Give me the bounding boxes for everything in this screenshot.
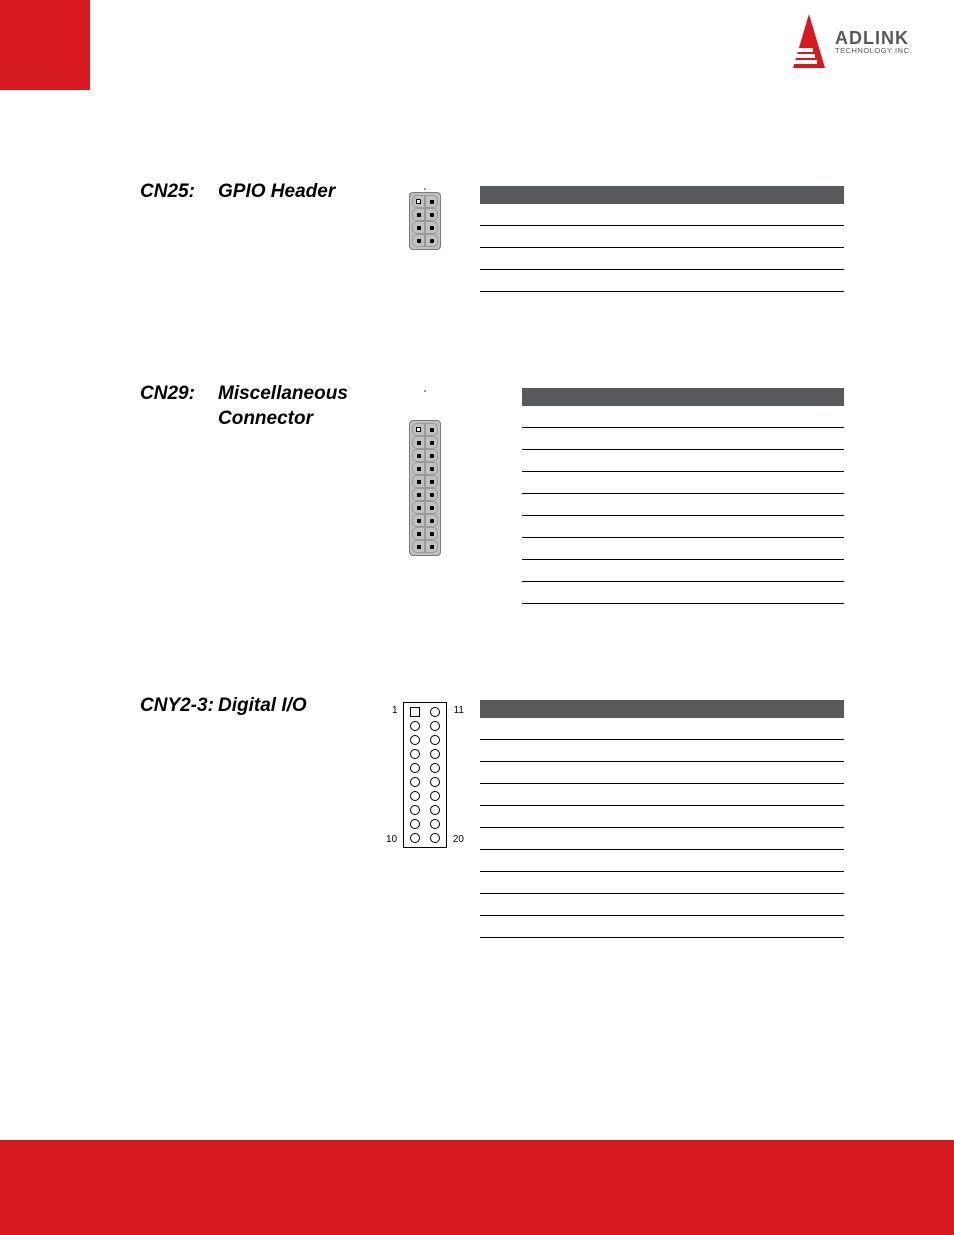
footer-accent: [0, 1140, 954, 1235]
table-row: [522, 560, 844, 582]
pin-label-11: 11: [454, 705, 464, 716]
pin-label-20: 20: [453, 834, 464, 845]
section-name: GPIO Header: [218, 180, 335, 292]
section-label: CN29: Miscellaneous Connector: [140, 382, 370, 604]
table-row: [480, 784, 844, 806]
table-row: [522, 450, 844, 472]
table-header: [522, 388, 844, 406]
table-row: [480, 894, 844, 916]
section-table: [480, 694, 844, 938]
brand-logo: ADLINK TECHNOLOGY INC.: [789, 12, 929, 72]
table-row: [480, 248, 844, 270]
table-row: [522, 428, 844, 450]
table-row: [480, 270, 844, 292]
table-row: [480, 740, 844, 762]
section-cny2-3: CNY2-3: Digital I/O 1 10 11: [140, 694, 844, 938]
brand-subtitle: TECHNOLOGY INC.: [835, 47, 912, 55]
section-tag: CNY2-3:: [140, 694, 218, 938]
page-content: CN25: GPIO Header CN29:: [140, 180, 844, 938]
table-row: [522, 538, 844, 560]
section-tag: CN25:: [140, 180, 218, 292]
section-table: [480, 180, 844, 292]
section-label: CN25: GPIO Header: [140, 180, 370, 292]
table-row: [522, 494, 844, 516]
section-cn25: CN25: GPIO Header: [140, 180, 844, 292]
pin-label-1: 1: [392, 705, 398, 716]
table-row: [522, 516, 844, 538]
table-row: [480, 226, 844, 248]
section-diagram: [370, 180, 480, 292]
pin-header-diagram: [409, 420, 441, 556]
dip-diagram: 1 10 11 20: [403, 702, 447, 848]
logo-mark-icon: [789, 12, 829, 72]
brand-name: ADLINK: [835, 29, 912, 47]
table-row: [522, 472, 844, 494]
table-row: [480, 762, 844, 784]
table-header: [480, 186, 844, 204]
table-row: [480, 872, 844, 894]
pin-label-10: 10: [386, 834, 397, 845]
section-diagram: [370, 382, 480, 604]
table-row: [480, 204, 844, 226]
pin-header-diagram: [409, 192, 441, 250]
table-row: [480, 806, 844, 828]
table-row: [480, 828, 844, 850]
section-name: Digital I/O: [218, 694, 307, 938]
section-cn29: CN29: Miscellaneous Connector: [140, 382, 844, 604]
section-label: CNY2-3: Digital I/O: [140, 694, 370, 938]
table-row: [480, 916, 844, 938]
section-table: [480, 382, 844, 604]
table-row: [522, 406, 844, 428]
section-tag: CN29:: [140, 382, 218, 604]
table-row: [480, 850, 844, 872]
section-diagram: 1 10 11 20: [370, 694, 480, 938]
table-header: [480, 700, 844, 718]
table-row: [522, 582, 844, 604]
table-row: [480, 718, 844, 740]
corner-accent: [0, 0, 90, 90]
section-name: Miscellaneous Connector: [218, 382, 370, 604]
